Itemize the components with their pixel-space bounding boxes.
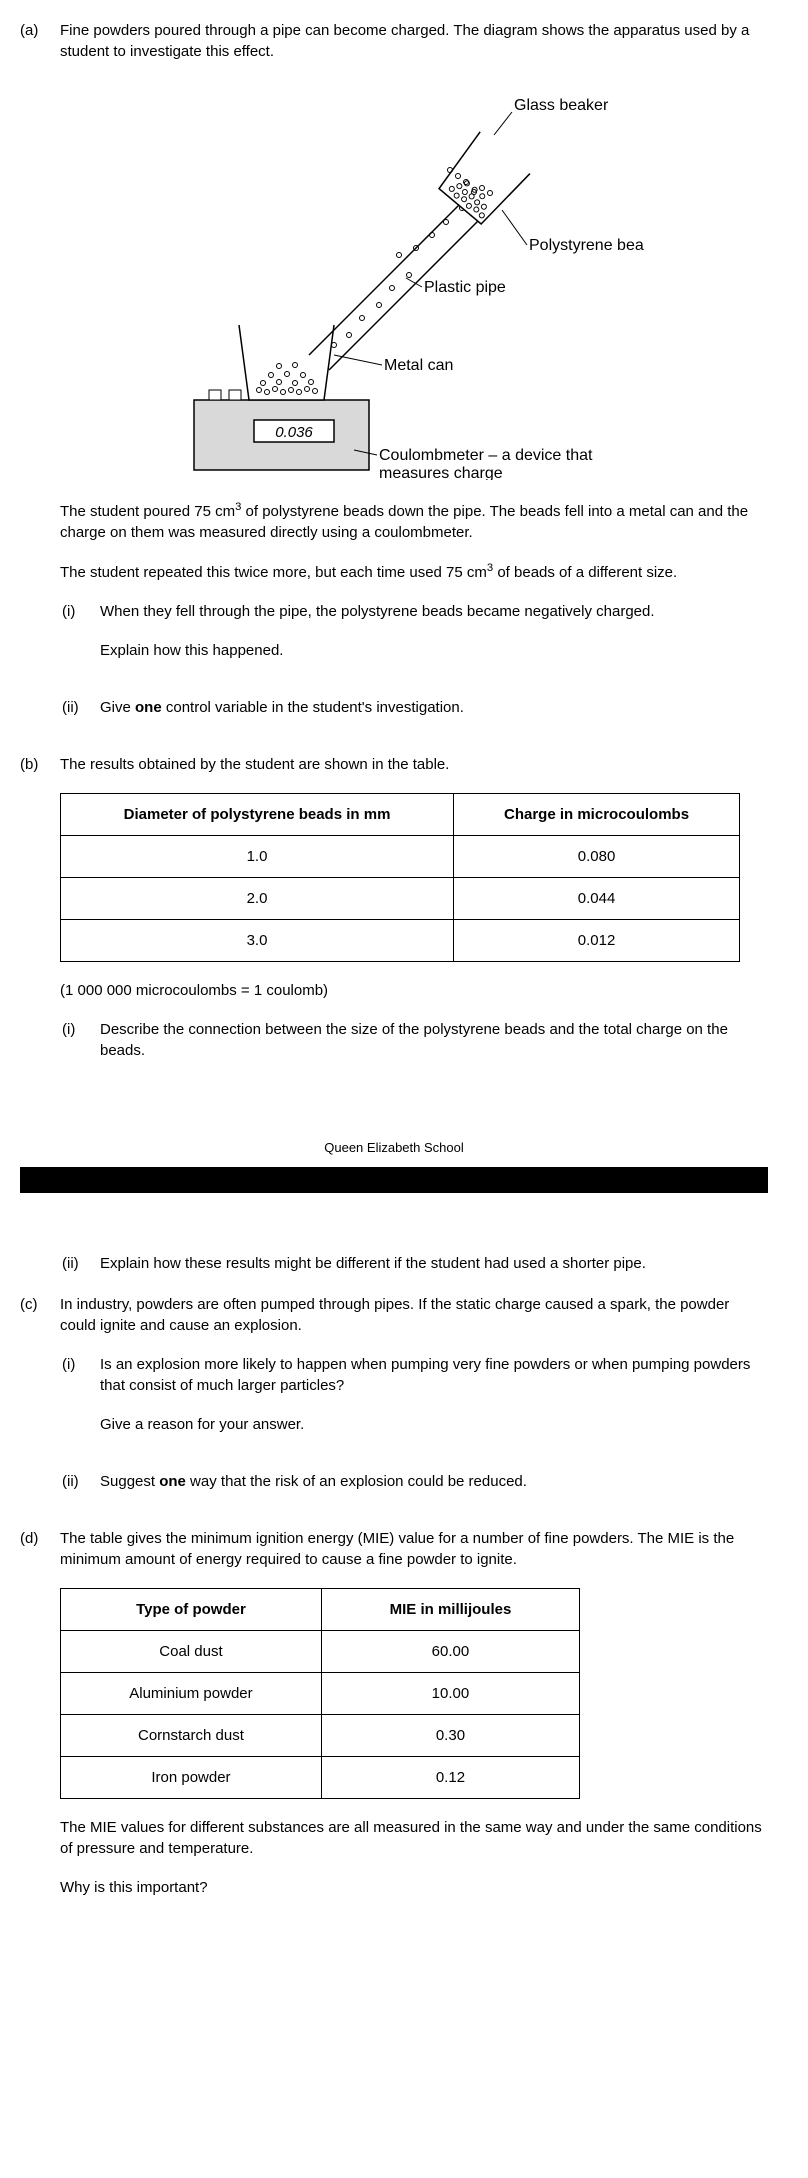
b-ii: (ii) Explain how these results might be … bbox=[60, 1253, 768, 1274]
cell: 2.0 bbox=[61, 878, 454, 920]
b-note: (1 000 000 microcoulombs = 1 coulomb) bbox=[60, 980, 768, 1001]
a-p2a: The student repeated this twice more, bu… bbox=[60, 564, 487, 581]
section-c: (c) In industry, powders are often pumpe… bbox=[20, 1294, 768, 1510]
th-diameter: Diameter of polystyrene beads in mm bbox=[61, 794, 454, 836]
a-ii: (ii) Give one control variable in the st… bbox=[60, 697, 768, 718]
c-ii-a: Suggest bbox=[100, 1473, 159, 1490]
cell: 1.0 bbox=[61, 836, 454, 878]
cell: 10.00 bbox=[321, 1673, 579, 1715]
marker-b-ii: (ii) bbox=[60, 1253, 100, 1274]
svg-text:Plastic pipe: Plastic pipe bbox=[424, 279, 506, 296]
marker-d: (d) bbox=[20, 1528, 60, 1916]
th-powder: Type of powder bbox=[61, 1589, 322, 1631]
diagram-svg: 0.036 bbox=[184, 80, 644, 480]
section-b: (b) The results obtained by the student … bbox=[20, 754, 768, 1079]
apparatus-diagram: 0.036 bbox=[60, 80, 768, 480]
cell: 0.012 bbox=[454, 920, 740, 962]
table-row: Coal dust60.00 bbox=[61, 1631, 580, 1673]
a-intro: Fine powders poured through a pipe can b… bbox=[60, 20, 768, 62]
svg-text:Metal can: Metal can bbox=[384, 357, 453, 374]
c-i: (i) Is an explosion more likely to happe… bbox=[60, 1354, 768, 1453]
a-p1: The student poured 75 cm3 of polystyrene… bbox=[60, 500, 768, 543]
d-intro: The table gives the minimum ignition ene… bbox=[60, 1528, 768, 1570]
table-row: 1.00.080 bbox=[61, 836, 740, 878]
a-p2b: of beads of a different size. bbox=[493, 564, 677, 581]
cell: Iron powder bbox=[61, 1757, 322, 1799]
d-p2: Why is this important? bbox=[60, 1877, 768, 1898]
b-intro: The results obtained by the student are … bbox=[60, 754, 768, 775]
cell: 0.30 bbox=[321, 1715, 579, 1757]
table-beads: Diameter of polystyrene beads in mm Char… bbox=[60, 793, 740, 962]
marker-a: (a) bbox=[20, 20, 60, 736]
cell: Coal dust bbox=[61, 1631, 322, 1673]
svg-text:Coulombmeter – a device that: Coulombmeter – a device that measures ch… bbox=[379, 447, 597, 480]
marker-a-ii: (ii) bbox=[60, 697, 100, 718]
th-charge: Charge in microcoulombs bbox=[454, 794, 740, 836]
b-i: (i) Describe the connection between the … bbox=[60, 1019, 768, 1061]
table-row: Iron powder0.12 bbox=[61, 1757, 580, 1799]
b-ii-wrap: (ii) Explain how these results might be … bbox=[60, 1253, 768, 1274]
section-d: (d) The table gives the minimum ignition… bbox=[20, 1528, 768, 1916]
cell: 3.0 bbox=[61, 920, 454, 962]
cell: Cornstarch dust bbox=[61, 1715, 322, 1757]
marker-a-i: (i) bbox=[60, 601, 100, 679]
marker-c-ii: (ii) bbox=[60, 1471, 100, 1492]
cell: Aluminium powder bbox=[61, 1673, 322, 1715]
marker-b-i: (i) bbox=[60, 1019, 100, 1061]
svg-text:Glass beaker: Glass beaker bbox=[514, 97, 609, 114]
a-ii-b: one bbox=[135, 699, 162, 716]
a-p2: The student repeated this twice more, bu… bbox=[60, 561, 768, 583]
a-ii-c: control variable in the student's invest… bbox=[162, 699, 464, 716]
table-header-row: Diameter of polystyrene beads in mm Char… bbox=[61, 794, 740, 836]
marker-c: (c) bbox=[20, 1294, 60, 1510]
table-row: 2.00.044 bbox=[61, 878, 740, 920]
cell: 0.044 bbox=[454, 878, 740, 920]
a-p1a: The student poured 75 cm bbox=[60, 503, 235, 520]
table-row: Cornstarch dust0.30 bbox=[61, 1715, 580, 1757]
c-i-l1: Is an explosion more likely to happen wh… bbox=[100, 1354, 768, 1396]
svg-text:0.036: 0.036 bbox=[275, 424, 313, 441]
b-i-text: Describe the connection between the size… bbox=[100, 1019, 768, 1061]
section-a: (a) Fine powders poured through a pipe c… bbox=[20, 20, 768, 736]
b-ii-text: Explain how these results might be diffe… bbox=[100, 1253, 768, 1274]
c-ii-b: one bbox=[159, 1473, 186, 1490]
page-divider-bar bbox=[20, 1167, 768, 1193]
table-mie: Type of powder MIE in millijoules Coal d… bbox=[60, 1588, 580, 1799]
table-header-row: Type of powder MIE in millijoules bbox=[61, 1589, 580, 1631]
a-i-l1: When they fell through the pipe, the pol… bbox=[100, 601, 768, 622]
marker-b: (b) bbox=[20, 754, 60, 1079]
table-row: Aluminium powder10.00 bbox=[61, 1673, 580, 1715]
marker-c-i: (i) bbox=[60, 1354, 100, 1453]
cell: 0.080 bbox=[454, 836, 740, 878]
a-ii-a: Give bbox=[100, 699, 135, 716]
cell: 0.12 bbox=[321, 1757, 579, 1799]
table-row: 3.00.012 bbox=[61, 920, 740, 962]
c-ii-c: way that the risk of an explosion could … bbox=[186, 1473, 527, 1490]
c-ii: (ii) Suggest one way that the risk of an… bbox=[60, 1471, 768, 1492]
d-p1: The MIE values for different substances … bbox=[60, 1817, 768, 1859]
svg-text:Polystyrene beads: Polystyrene beads bbox=[529, 237, 644, 254]
a-i-l2: Explain how this happened. bbox=[100, 640, 768, 661]
th-mie: MIE in millijoules bbox=[321, 1589, 579, 1631]
a-i: (i) When they fell through the pipe, the… bbox=[60, 601, 768, 679]
c-intro: In industry, powders are often pumped th… bbox=[60, 1294, 768, 1336]
page-footer: Queen Elizabeth School bbox=[20, 1139, 768, 1157]
cell: 60.00 bbox=[321, 1631, 579, 1673]
c-i-l2: Give a reason for your answer. bbox=[100, 1414, 768, 1435]
